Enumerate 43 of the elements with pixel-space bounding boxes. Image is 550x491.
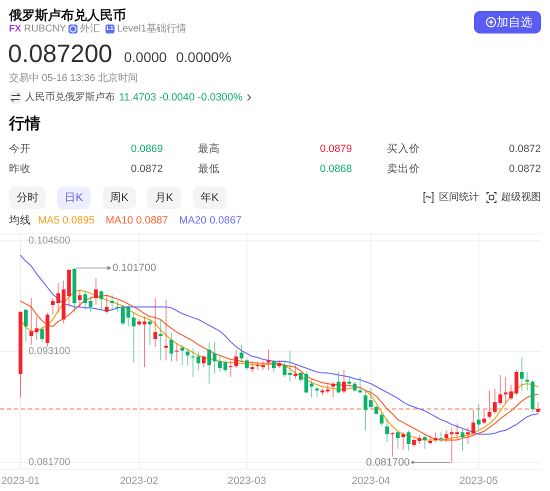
text: 0.087200 — [8, 40, 112, 68]
text: 最低 — [198, 163, 220, 175]
text: 11.4703 -0.0040 -0.0300% — [119, 92, 243, 104]
x-tick-label: 2023-03 — [228, 475, 266, 487]
text: 人民币兑俄罗斯卢布 — [25, 91, 115, 103]
legend: 均线 MA5 0.0895 MA10 0.0887 MA20 0.0867 — [9, 214, 242, 226]
x-tick-label: 2023-01 — [1, 475, 40, 487]
text: 买入价 — [387, 142, 420, 155]
text: 0.0869 — [130, 143, 164, 155]
text: 年K — [200, 192, 220, 204]
text: 分时 — [16, 191, 38, 204]
text: RUBCNY — [24, 24, 67, 34]
text: 0.0872 — [508, 143, 542, 155]
text: 0.0000 — [124, 49, 168, 65]
text: 超级视图 — [501, 191, 541, 203]
text: 0.0872 — [130, 163, 164, 175]
y-tick-label: 0.081700 — [28, 456, 71, 468]
text: 0.0879 — [320, 143, 352, 155]
text: FX — [9, 24, 22, 34]
annotation: 0.101700 — [112, 262, 156, 274]
text: 昨收 — [9, 163, 31, 175]
text: 卖出价 — [387, 162, 420, 175]
text: 日K — [64, 192, 84, 204]
x-tick-label: 2023-05 — [459, 475, 498, 487]
text: 交易中 05-16 13:36 北京时间 — [9, 72, 138, 84]
annotation: 0.081700 — [366, 456, 410, 468]
x-tick-label: 2023-02 — [120, 475, 159, 487]
text: 周K — [110, 192, 130, 204]
text: 外汇 — [80, 22, 100, 34]
y-tick-label: 0.093100 — [28, 346, 71, 358]
x-tick-label: 2023-04 — [352, 475, 390, 487]
text: 月K — [154, 192, 174, 204]
text: 0.0000% — [176, 49, 232, 65]
text: 加自选 — [496, 15, 532, 30]
text: 区间统计 — [439, 191, 479, 203]
text: 行情 — [8, 114, 41, 132]
text: 最高 — [198, 142, 220, 155]
y-tick-label: 0.104500 — [28, 235, 71, 246]
text: 0.0872 — [508, 163, 542, 175]
text: 俄罗斯卢布兑人民币 — [8, 8, 126, 22]
text: Level1基础行情 — [117, 22, 186, 34]
text: 0.0868 — [320, 163, 352, 175]
text: 今开 — [9, 143, 31, 155]
